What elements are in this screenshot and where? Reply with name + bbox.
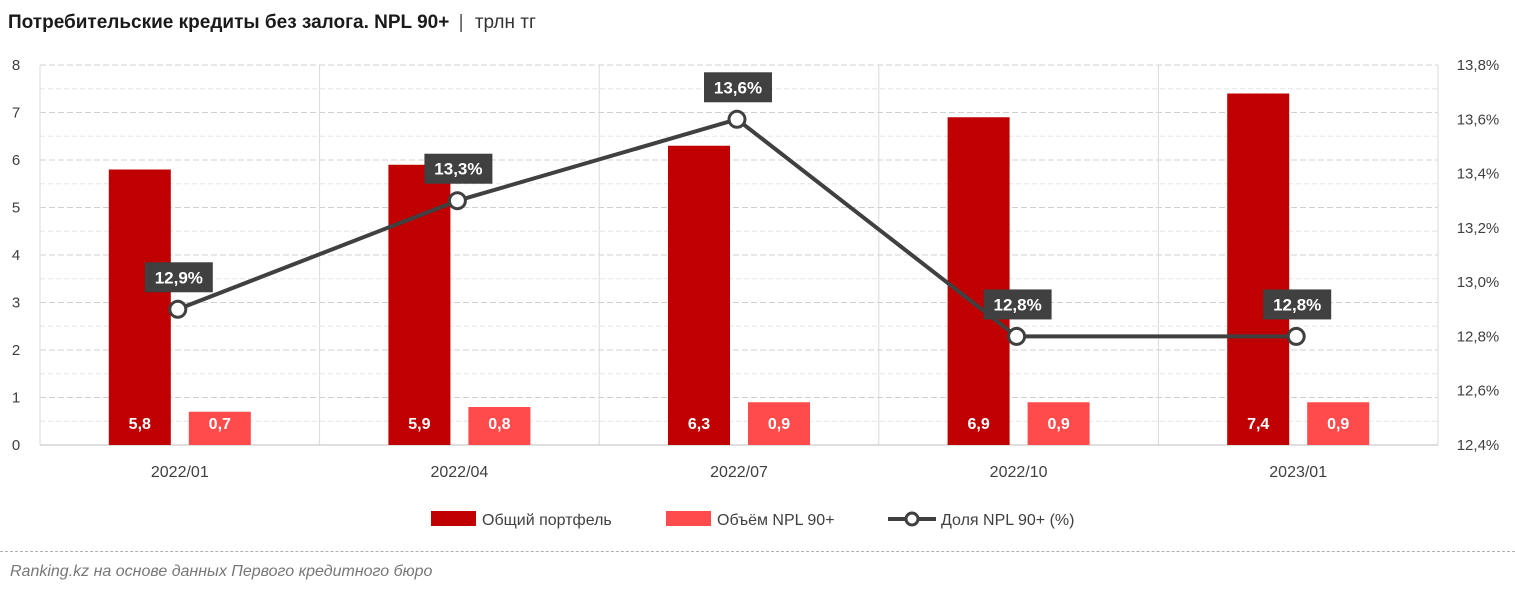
x-tick-label: 2022/01 xyxy=(151,464,209,481)
chart-canvas: 0 1 2 3 4 5 6 7 8 12,4% 12,6% 12,8% 13,0% 13,2% 13,4% 1… xyxy=(12,57,1500,529)
bar-portfolio-label: 6,9 xyxy=(967,416,989,433)
bar-portfolio xyxy=(108,169,171,445)
y-right-tick-label: 13,2% xyxy=(1457,220,1500,237)
bar-portfolio xyxy=(1227,93,1290,445)
y-left-tick-label: 3 xyxy=(12,295,20,312)
chart-title-separator: | xyxy=(458,12,464,33)
bar-npl-volume-label: 0,9 xyxy=(1327,416,1349,433)
y-left-tick-label: 0 xyxy=(12,437,20,454)
footer-divider xyxy=(0,551,1515,552)
y-left-tick-label: 4 xyxy=(12,247,20,264)
bar-npl-volume xyxy=(1307,402,1370,445)
bar-portfolio-label: 7,4 xyxy=(1247,416,1269,433)
chart-title-main: Потребительские кредиты без залога. NPL … xyxy=(8,12,450,33)
bar-npl-volume-label: 0,7 xyxy=(209,416,231,433)
x-tick-label: 2022/10 xyxy=(990,464,1048,481)
bar-portfolio-label: 6,3 xyxy=(688,416,710,433)
bar-portfolio xyxy=(388,164,451,445)
bar-npl-volume-label: 0,9 xyxy=(768,416,790,433)
chart-title: Потребительские кредиты без залога. NPL … xyxy=(8,12,536,34)
bar-npl-volume xyxy=(748,402,810,445)
bar-portfolio xyxy=(668,145,730,445)
bar-portfolio-label: 5,9 xyxy=(408,416,430,433)
legend-label-npl-share: Доля NPL 90+ (%) xyxy=(941,512,1074,529)
npl-share-point xyxy=(168,299,188,319)
y-right-tick-label: 12,8% xyxy=(1457,328,1500,345)
npl-share-label: 13,6% xyxy=(714,78,762,97)
legend-swatch-portfolio xyxy=(431,511,476,526)
npl-share-label-box xyxy=(1263,289,1332,320)
x-tick-label: 2022/07 xyxy=(710,464,768,481)
bar-npl-volume xyxy=(468,407,531,445)
bar-npl-volume-label: 0,8 xyxy=(488,416,510,433)
bar-npl-volume-label: 0,9 xyxy=(1047,416,1069,433)
bar-npl-volume xyxy=(1027,402,1090,445)
npl-share-label-box xyxy=(424,153,493,184)
npl-share-label: 13,3% xyxy=(434,160,482,179)
npl-share-point xyxy=(1286,326,1306,346)
npl-share-label-box xyxy=(704,72,772,103)
y-right-tick-label: 13,4% xyxy=(1457,166,1500,183)
npl-share-line xyxy=(177,117,1297,339)
npl-share-label: 12,8% xyxy=(1273,295,1321,314)
npl-share-label: 12,8% xyxy=(993,295,1041,314)
npl-share-point xyxy=(1007,326,1027,346)
legend-swatch-npl-share-marker xyxy=(904,511,920,527)
chart-title-unit: трлн тг xyxy=(474,12,536,33)
bar-npl-volume xyxy=(188,411,251,445)
x-tick-label: 2023/01 xyxy=(1269,464,1327,481)
legend-swatch-npl-volume xyxy=(666,511,711,526)
y-left-tick-label: 5 xyxy=(12,200,20,217)
npl-share-point xyxy=(447,191,467,211)
y-right-tick-label: 13,8% xyxy=(1457,57,1500,74)
x-tick-label: 2022/04 xyxy=(430,464,488,481)
y-left-tick-label: 8 xyxy=(12,57,20,74)
y-right-tick-label: 13,0% xyxy=(1457,274,1500,291)
y-right-tick-label: 12,4% xyxy=(1457,437,1500,454)
legend-label-npl-volume: Объём NPL 90+ xyxy=(717,512,835,529)
y-left-tick-label: 2 xyxy=(12,342,20,359)
bar-portfolio-label: 5,8 xyxy=(129,416,151,433)
legend-label-portfolio: Общий портфель xyxy=(482,512,612,529)
source-note: Ranking.kz на основе данных Первого кред… xyxy=(10,563,433,580)
y-left-tick-label: 7 xyxy=(12,105,20,122)
bar-portfolio xyxy=(947,117,1010,445)
npl-share-label-box xyxy=(144,262,213,293)
npl-share-label-box xyxy=(983,289,1052,320)
y-right-tick-label: 13,6% xyxy=(1457,111,1500,128)
y-left-tick-label: 6 xyxy=(12,152,20,169)
y-right-tick-label: 12,6% xyxy=(1457,383,1500,400)
y-left-tick-label: 1 xyxy=(12,390,20,407)
npl-share-point xyxy=(727,109,747,129)
npl-share-label: 12,9% xyxy=(155,268,203,287)
